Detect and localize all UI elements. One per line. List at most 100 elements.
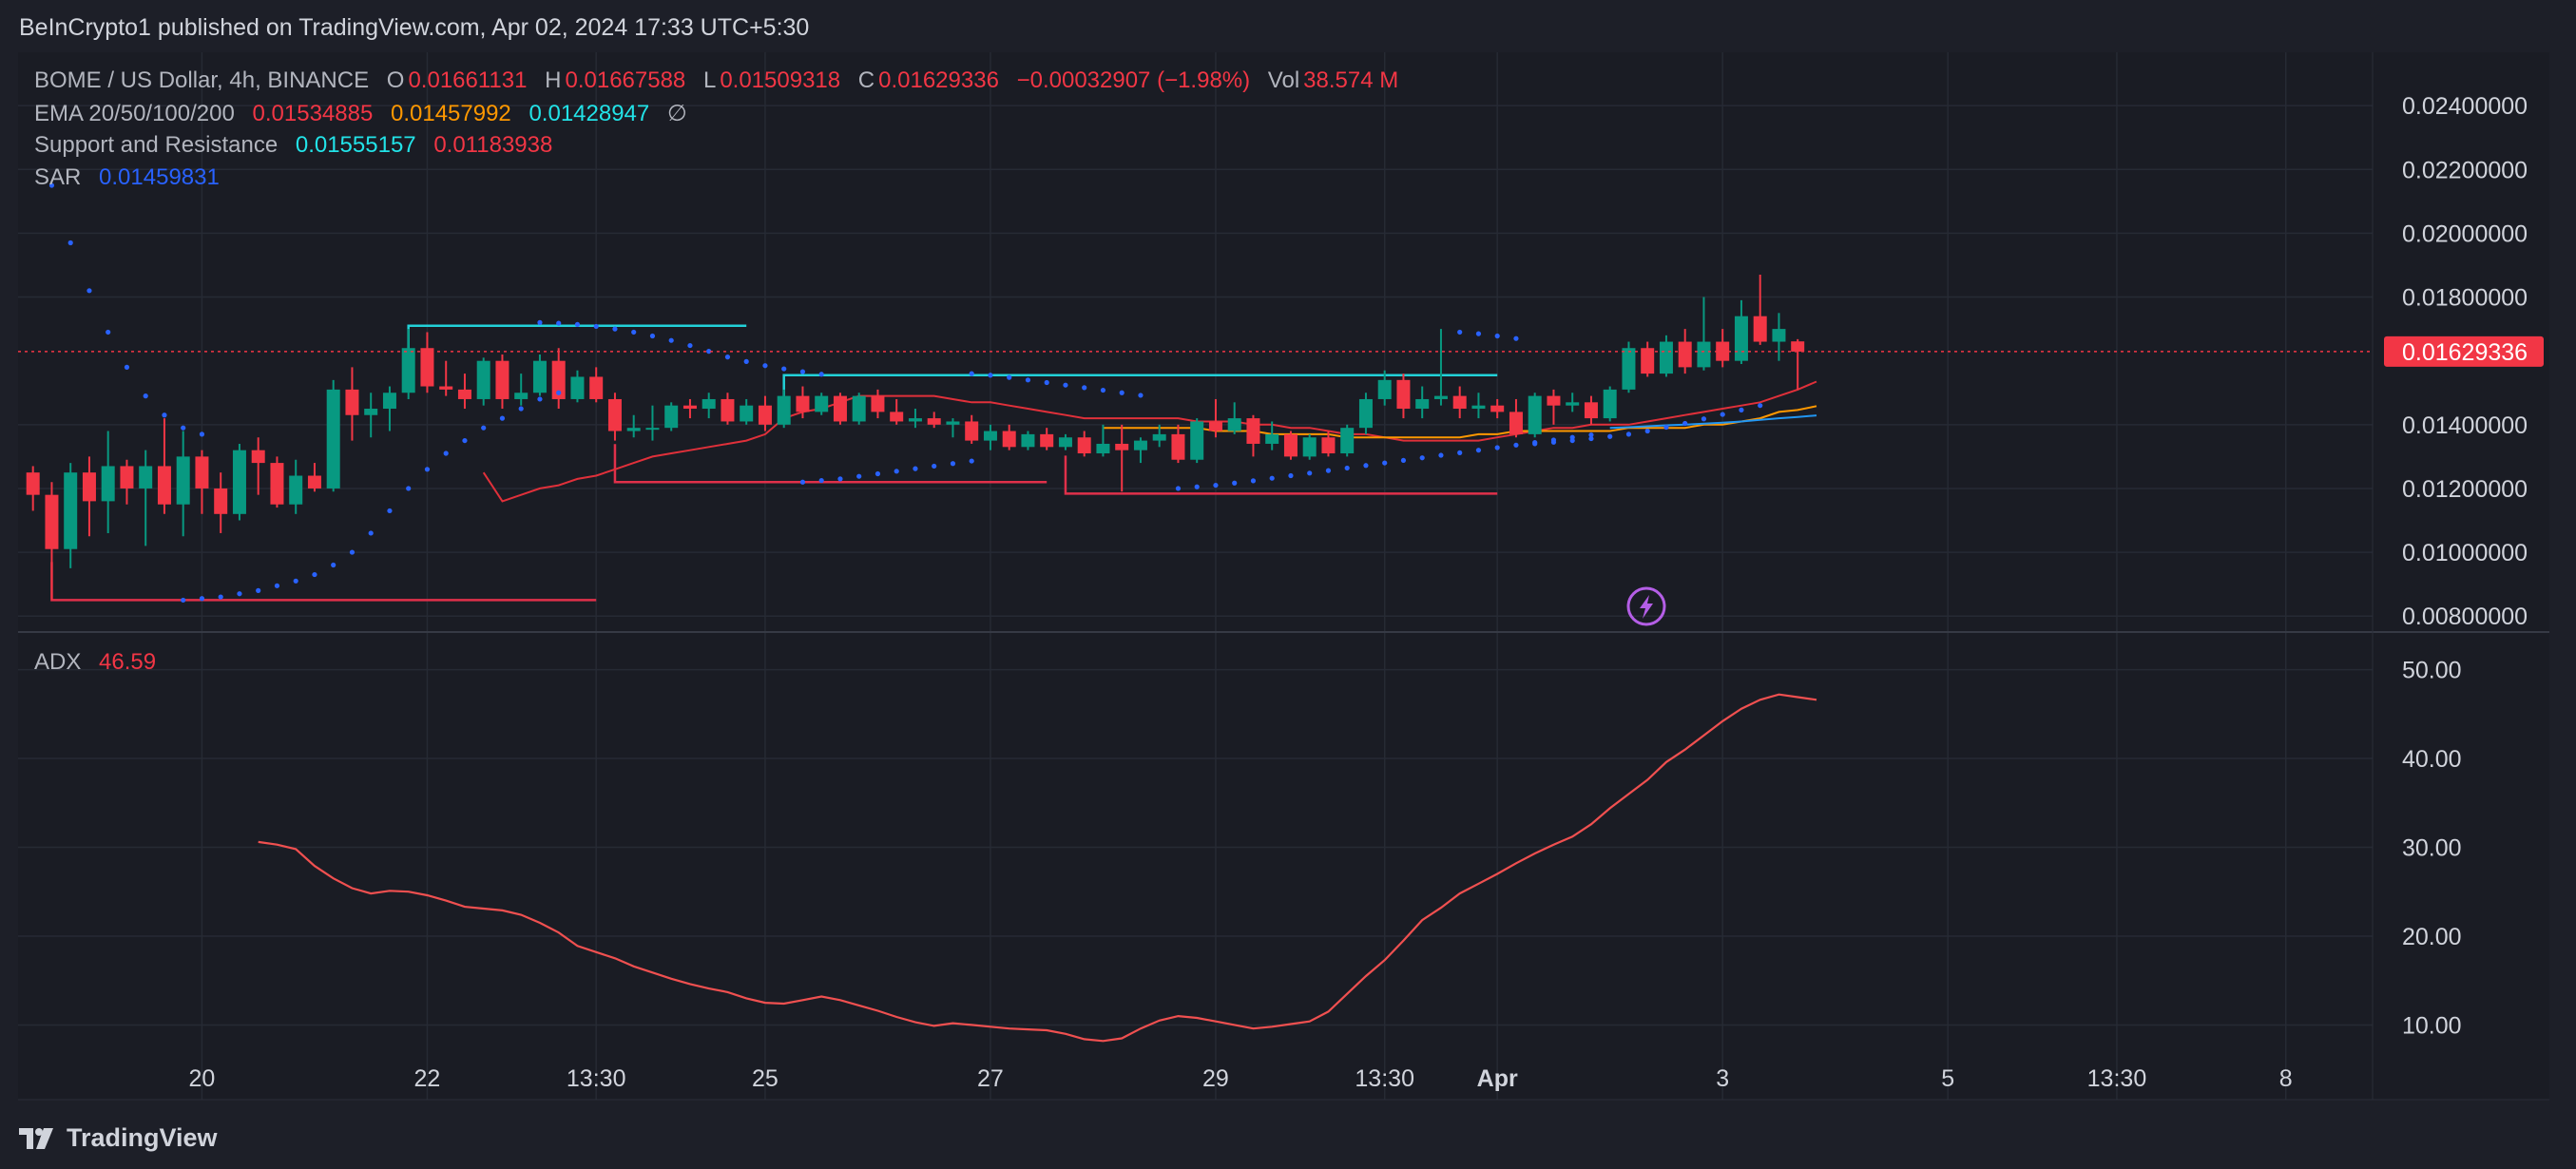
price-axis[interactable]: 0.02400000 0.02200000 0.02000000 0.01800000… [2402, 93, 2528, 630]
sar-dot-5-7 [1307, 470, 1313, 476]
sar-dot-7-8 [1682, 420, 1688, 427]
sar-dot-1-2 [218, 594, 223, 600]
adx-label[interactable]: ADX [34, 649, 82, 675]
grid-lines [18, 52, 2373, 1100]
sar-dots [48, 182, 1763, 604]
candle-4 [101, 431, 115, 533]
candles [26, 275, 1805, 601]
sr-resistance-value: 0.01555157 [295, 132, 416, 158]
candle-87 [1659, 335, 1673, 377]
sar-dot-5-5 [1269, 475, 1275, 481]
symbol-legend[interactable]: BOME / US Dollar, 4h, BINANCE O 0.0166113… [34, 67, 1402, 94]
adx-tick-2: 30.00 [2402, 835, 2462, 862]
candle-body-93 [1772, 329, 1786, 342]
symbol-name[interactable]: BOME / US Dollar, 4h, BINANCE [34, 67, 370, 93]
sar-dot-5-15 [1457, 450, 1463, 455]
sar-dot-5-16 [1475, 448, 1482, 453]
last-price-tag [2384, 335, 2544, 367]
sar-dot-1-3 [237, 591, 242, 597]
sar-dot-5-17 [1494, 445, 1500, 450]
candle-83 [1584, 395, 1598, 425]
candle-body-47 [908, 418, 922, 422]
candle-body-50 [965, 421, 979, 441]
sar-dot-2-2 [574, 321, 581, 328]
support-line-1 [613, 444, 1048, 484]
candle-body-17 [345, 389, 359, 415]
sar-dot-1-0 [181, 597, 186, 604]
ema-label[interactable]: EMA 20/50/100/200 [34, 101, 235, 126]
sar-label[interactable]: SAR [34, 164, 82, 190]
candle-27 [532, 354, 547, 396]
tradingview-brand[interactable]: TradingView [19, 1123, 218, 1153]
sar-dot-0-8 [199, 431, 205, 437]
sar-dot-2-1 [556, 320, 562, 326]
candle-25 [495, 354, 509, 410]
candle-body-26 [514, 393, 529, 399]
candle-14 [289, 459, 303, 514]
candle-body-94 [1791, 341, 1805, 352]
sar-legend[interactable]: SAR 0.01459831 [34, 164, 223, 191]
sar-dot-7-1 [1550, 439, 1557, 445]
candle-body-16 [326, 389, 340, 489]
candle-53 [1021, 431, 1035, 450]
sar-dot-3-6 [913, 466, 918, 471]
candle-body-68 [1302, 437, 1317, 457]
candle-29 [570, 370, 585, 403]
candle-body-70 [1340, 428, 1355, 454]
candle-body-45 [871, 395, 885, 412]
candle-body-75 [1433, 395, 1448, 399]
time-axis[interactable]: 20 22 13:30 25 27 29 13:30 Apr 3 5 13:30 8 [189, 1065, 2293, 1092]
candle-9 [195, 450, 209, 514]
candle-86 [1641, 341, 1655, 377]
sar-dot-0-6 [162, 412, 167, 418]
change-value: −0.00032907 (−1.98%) [1016, 67, 1251, 93]
sar-dot-4-4 [1044, 379, 1049, 386]
candle-69 [1321, 431, 1336, 457]
candle-body-58 [1115, 443, 1129, 450]
lightning-icon[interactable] [1626, 586, 1666, 626]
candle-40 [777, 389, 791, 429]
candle-78 [1490, 398, 1505, 419]
candle-body-2 [64, 472, 78, 549]
candle-body-6 [139, 466, 153, 489]
adx-axis[interactable]: 50.00 40.00 30.00 20.00 10.00 [2402, 658, 2462, 1040]
candle-84 [1603, 386, 1617, 422]
candle-body-28 [551, 360, 566, 399]
time-tick-7: Apr [1477, 1065, 1518, 1092]
candle-55 [1058, 433, 1072, 450]
adx-tick-1: 40.00 [2402, 746, 2462, 773]
candle-92 [1753, 275, 1767, 345]
chart-canvas[interactable]: 0.02400000 0.02200000 0.02000000 0.01800000… [0, 0, 2576, 1102]
candle-39 [758, 395, 772, 431]
candle-body-72 [1377, 379, 1392, 399]
candle-body-57 [1096, 443, 1110, 454]
sar-dot-1-9 [349, 549, 356, 555]
sar-dot-2-7 [668, 337, 674, 343]
candle-body-13 [270, 463, 284, 505]
candle-49 [946, 418, 960, 438]
candle-body-59 [1133, 440, 1147, 450]
candle-62 [1190, 418, 1204, 464]
ema-legend[interactable]: EMA 20/50/100/200 0.01534885 0.01457992 … [34, 100, 691, 127]
close-label: C [857, 67, 875, 93]
candle-body-46 [890, 412, 904, 422]
sar-dot-3-8 [950, 461, 956, 467]
candle-76 [1452, 386, 1467, 419]
low-label: L [702, 67, 717, 93]
support-line-2 [1064, 455, 1498, 495]
price-tick-1: 0.02200000 [2402, 157, 2528, 183]
sar-dot-2-3 [593, 323, 599, 330]
adx-legend[interactable]: ADX 46.59 [34, 649, 160, 676]
sr-label[interactable]: Support and Resistance [34, 132, 279, 158]
price-tick-7: 0.00800000 [2402, 604, 2528, 630]
sr-legend[interactable]: Support and Resistance 0.01555157 0.0118… [34, 132, 556, 159]
sar-dot-7-9 [1701, 416, 1707, 422]
candle-body-19 [382, 393, 396, 410]
candle-13 [270, 456, 284, 508]
sar-dot-5-6 [1288, 472, 1294, 479]
sar-dot-7-5 [1625, 431, 1632, 437]
sar-dot-2-9 [706, 349, 712, 355]
candle-11 [232, 443, 246, 521]
candle-58 [1115, 424, 1129, 492]
candle-44 [852, 393, 866, 425]
